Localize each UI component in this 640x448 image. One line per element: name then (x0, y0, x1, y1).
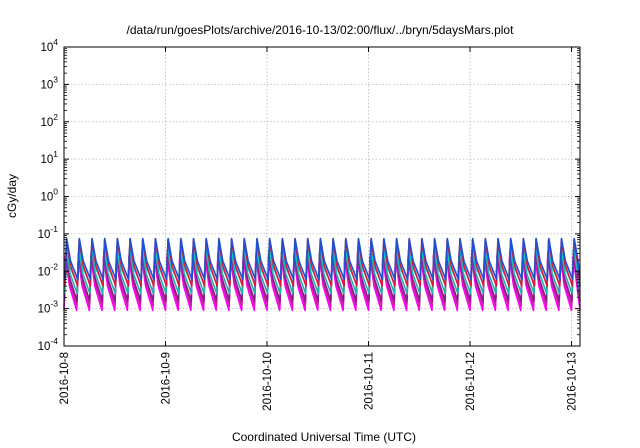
y-tick-base: 10 (38, 229, 51, 241)
y-tick-label: 100 (40, 187, 58, 204)
y-tick-label: 101 (40, 149, 58, 166)
y-tick-label: 10-2 (38, 261, 59, 278)
y-tick-base: 10 (38, 304, 51, 316)
y-tick-label: 103 (40, 74, 58, 91)
x-axis-label: Coordinated Universal Time (UTC) (232, 430, 416, 444)
y-axis-label: cGy/day (5, 174, 19, 218)
x-tick-label: 2016-10-11 (364, 352, 376, 410)
y-tick-base: 10 (40, 42, 53, 54)
y-tick-label: 10-1 (38, 224, 59, 241)
y-tick-exponent: 2 (53, 112, 58, 122)
y-tick-label: 10-3 (38, 299, 59, 316)
x-tick-label: 2016-10-10 (262, 352, 274, 411)
y-tick-base: 10 (38, 341, 51, 353)
series-line (64, 237, 581, 281)
y-tick-base: 10 (40, 117, 53, 129)
y-tick-exponent: 4 (53, 37, 58, 47)
y-tick-exponent: -1 (50, 224, 58, 234)
y-tick-base: 10 (38, 266, 51, 278)
y-tick-base: 10 (40, 79, 53, 91)
y-tick-exponent: -2 (50, 261, 58, 271)
y-tick-exponent: -4 (50, 336, 58, 346)
chart-title: /data/run/goesPlots/archive/2016-10-13/0… (127, 23, 515, 37)
y-tick-base: 10 (40, 192, 53, 204)
y-tick-exponent: 3 (53, 74, 58, 84)
y-tick-label: 104 (40, 37, 58, 54)
y-tick-label: 102 (40, 112, 58, 129)
x-tick-label: 2016-10-13 (567, 352, 579, 411)
x-tick-label: 2016-10-9 (161, 352, 173, 404)
grid (64, 47, 580, 346)
y-tick-exponent: 0 (53, 187, 58, 197)
ticks (63, 46, 580, 347)
x-tick-label: 2016-10-8 (59, 352, 71, 404)
x-tick-labels: 2016-10-8 2016-10-9 2016-10-10 2016-10-11 20… (59, 352, 579, 411)
x-tick-label: 2016-10-12 (465, 352, 477, 411)
y-tick-base: 10 (40, 154, 53, 166)
y-tick-exponent: 1 (53, 149, 58, 159)
series-group (63, 237, 581, 312)
y-tick-exponent: -3 (50, 299, 58, 309)
y-tick-label: 10-4 (38, 336, 59, 353)
